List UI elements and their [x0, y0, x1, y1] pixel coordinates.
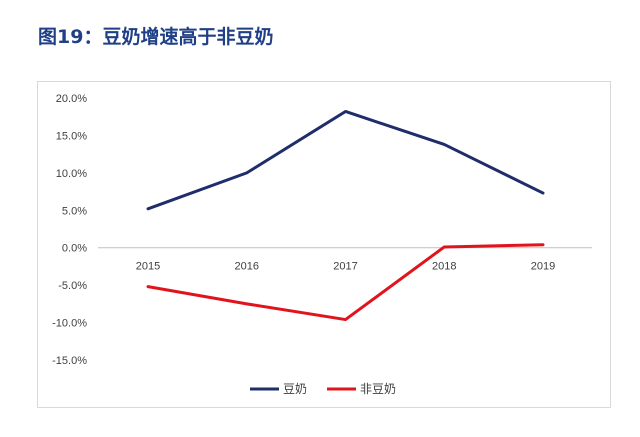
x-axis-ticks: 2015 2016 2017 2018 2019 [136, 261, 555, 273]
y-tick-label: -5.0% [58, 280, 87, 292]
y-tick-label: 15.0% [56, 130, 87, 142]
series-line-2 [146, 243, 545, 322]
series-lines [146, 109, 545, 322]
y-tick-label: 0.0% [62, 243, 87, 255]
series-line-1 [146, 109, 545, 211]
y-tick-label: 10.0% [56, 168, 87, 180]
y-tick-label: 5.0% [62, 205, 87, 217]
legend-label: 非豆奶 [360, 382, 396, 396]
x-tick-label: 2017 [333, 261, 357, 273]
legend-label: 豆奶 [283, 382, 307, 396]
y-tick-label: -10.0% [52, 318, 87, 330]
x-tick-label: 2016 [235, 261, 259, 273]
x-tick-label: 2019 [531, 261, 555, 273]
chart-title: 图19：豆奶增速高于非豆奶 [38, 26, 274, 48]
y-axis-ticks: 20.0% 15.0% 10.0% 5.0% 0.0% -5.0% -10.0% -15.0% [52, 93, 87, 367]
x-tick-label: 2015 [136, 261, 160, 273]
x-tick-label: 2018 [432, 261, 456, 273]
y-tick-label: -15.0% [52, 355, 87, 367]
y-tick-label: 20.0% [56, 93, 87, 105]
legend: 豆奶 非豆奶 [250, 382, 396, 396]
